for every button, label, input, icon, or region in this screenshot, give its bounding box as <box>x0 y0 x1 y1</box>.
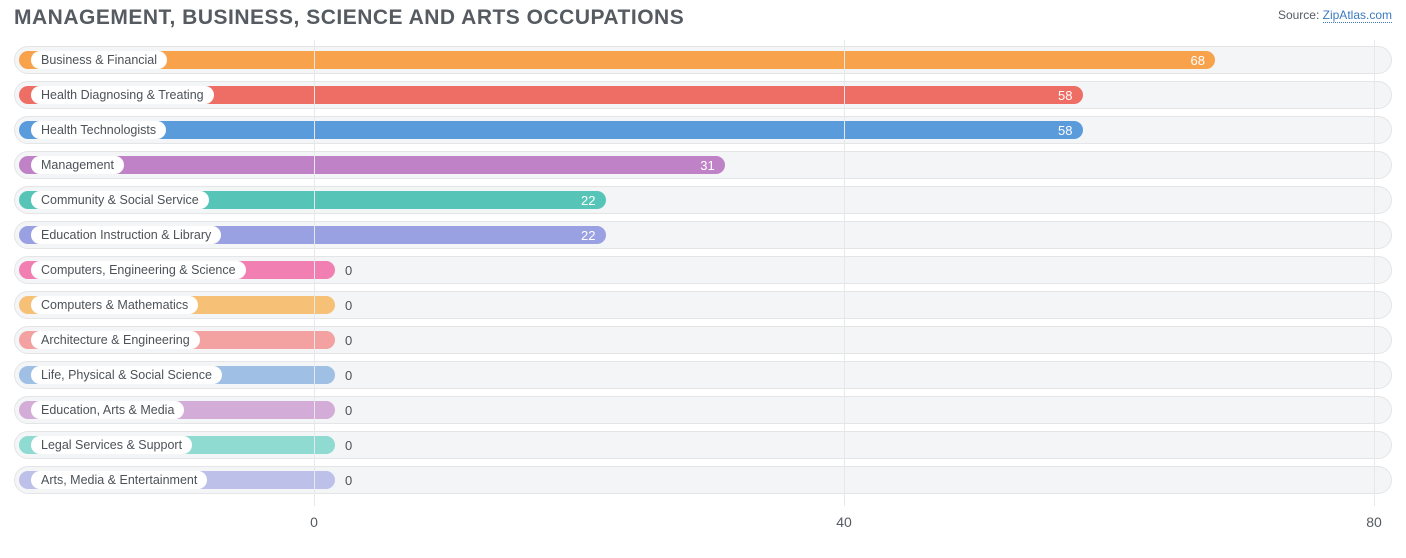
bar-value: 31 <box>19 156 725 174</box>
gridline <box>844 40 845 506</box>
bar-value: 0 <box>335 366 352 384</box>
bar-value: 68 <box>19 51 1215 69</box>
bar-row: Arts, Media & Entertainment 0 <box>14 466 1392 494</box>
bar-row: Education Instruction & Library22 <box>14 221 1392 249</box>
bar-row: Community & Social Service22 <box>14 186 1392 214</box>
bar-label: Computers & Mathematics <box>31 296 198 314</box>
bar-label: Life, Physical & Social Science <box>31 366 222 384</box>
gridline <box>314 40 315 506</box>
source-label: Source: <box>1278 8 1319 22</box>
bar-label: Education, Arts & Media <box>31 401 184 419</box>
plot-area: Business & Financial68 Health Diagnosing … <box>14 40 1392 538</box>
bar-label: Legal Services & Support <box>31 436 192 454</box>
chart-title: MANAGEMENT, BUSINESS, SCIENCE AND ARTS O… <box>14 6 684 30</box>
bar-row: Legal Services & Support 0 <box>14 431 1392 459</box>
bar-value: 0 <box>335 331 352 349</box>
bar-row: Education, Arts & Media 0 <box>14 396 1392 424</box>
bar-value: 22 <box>19 226 606 244</box>
bar-value: 58 <box>19 86 1083 104</box>
source-link[interactable]: ZipAtlas.com <box>1323 8 1392 23</box>
bar-value: 0 <box>335 471 352 489</box>
bar-row: Management31 <box>14 151 1392 179</box>
x-axis-tick: 40 <box>836 514 852 530</box>
bar-row: Health Diagnosing & Treating58 <box>14 81 1392 109</box>
bar-row: Health Technologists58 <box>14 116 1392 144</box>
bar-row: Life, Physical & Social Science 0 <box>14 361 1392 389</box>
bar-value: 0 <box>335 261 352 279</box>
occupations-bar-chart: MANAGEMENT, BUSINESS, SCIENCE AND ARTS O… <box>14 0 1392 558</box>
gridline <box>1374 40 1375 506</box>
x-axis-tick: 80 <box>1366 514 1382 530</box>
bar-value: 22 <box>19 191 606 209</box>
bar-value: 58 <box>19 121 1083 139</box>
bars-group: Business & Financial68 Health Diagnosing … <box>14 46 1392 501</box>
bar-label: Architecture & Engineering <box>31 331 200 349</box>
bar-label: Arts, Media & Entertainment <box>31 471 207 489</box>
bar-value: 0 <box>335 296 352 314</box>
bar-value: 0 <box>335 401 352 419</box>
x-axis-tick: 0 <box>310 514 318 530</box>
source-attribution: Source: ZipAtlas.com <box>1278 8 1392 22</box>
bar-value: 0 <box>335 436 352 454</box>
bar-label: Computers, Engineering & Science <box>31 261 246 279</box>
bar-row: Computers & Mathematics 0 <box>14 291 1392 319</box>
bar-row: Computers, Engineering & Science 0 <box>14 256 1392 284</box>
bar-row: Business & Financial68 <box>14 46 1392 74</box>
bar-row: Architecture & Engineering 0 <box>14 326 1392 354</box>
